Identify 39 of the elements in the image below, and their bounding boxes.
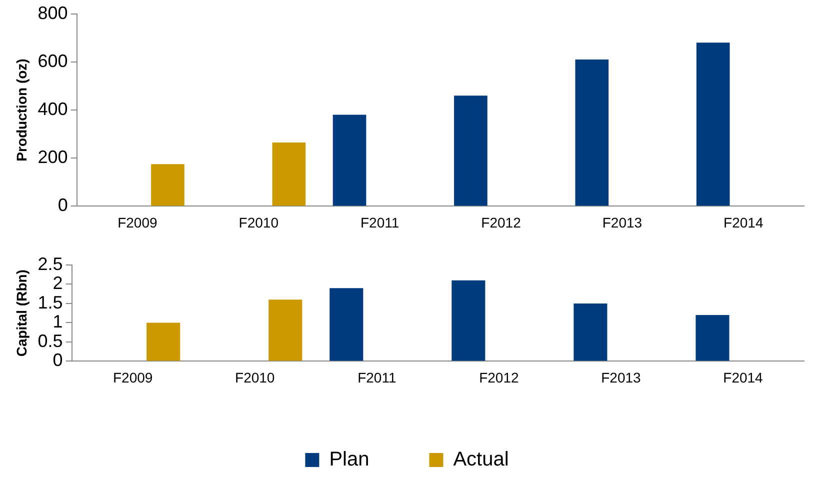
bar [575,59,609,206]
x-tick-label: F2013 [602,214,642,230]
legend-label: Plan [329,448,370,471]
x-tick-label: F2012 [479,369,519,386]
bar [330,288,364,361]
bar [146,322,180,361]
bar [574,303,608,361]
legend-label: Actual [453,448,509,471]
x-tick-label: F2009 [112,369,153,386]
x-tick-label: F2014 [723,369,764,386]
y-tick-label: 800 [38,2,68,23]
y-tick-label: 400 [38,98,68,119]
y-axis-title: Production (oz) [13,58,30,162]
bar [268,300,302,361]
bar [454,96,488,206]
y-tick-label: 0 [52,350,63,370]
bar [332,114,366,206]
y-axis-title: Capital (Rbn) [13,270,30,357]
y-tick-label: 1.5 [38,292,63,312]
y-tick-label: 600 [38,50,68,71]
bar [151,164,184,206]
bar [452,280,486,361]
y-tick-label: 200 [38,147,68,168]
x-tick-label: F2011 [358,369,396,386]
y-tick-label: 0 [58,195,68,216]
bar [696,315,730,361]
x-tick-label: F2014 [724,214,764,230]
y-tick-label: 1 [52,312,63,332]
x-tick-label: F2009 [118,214,158,230]
y-tick-label: 2 [52,273,63,294]
x-tick-label: F2010 [235,369,275,386]
y-tick-label: 2.5 [38,254,63,274]
x-tick-label: F2013 [601,369,642,386]
y-tick-label: 0.5 [38,330,63,351]
bar [696,42,730,206]
bar [272,142,306,206]
x-tick-label: F2011 [360,214,400,230]
x-tick-label: F2012 [481,214,522,230]
x-tick-label: F2010 [238,214,279,230]
